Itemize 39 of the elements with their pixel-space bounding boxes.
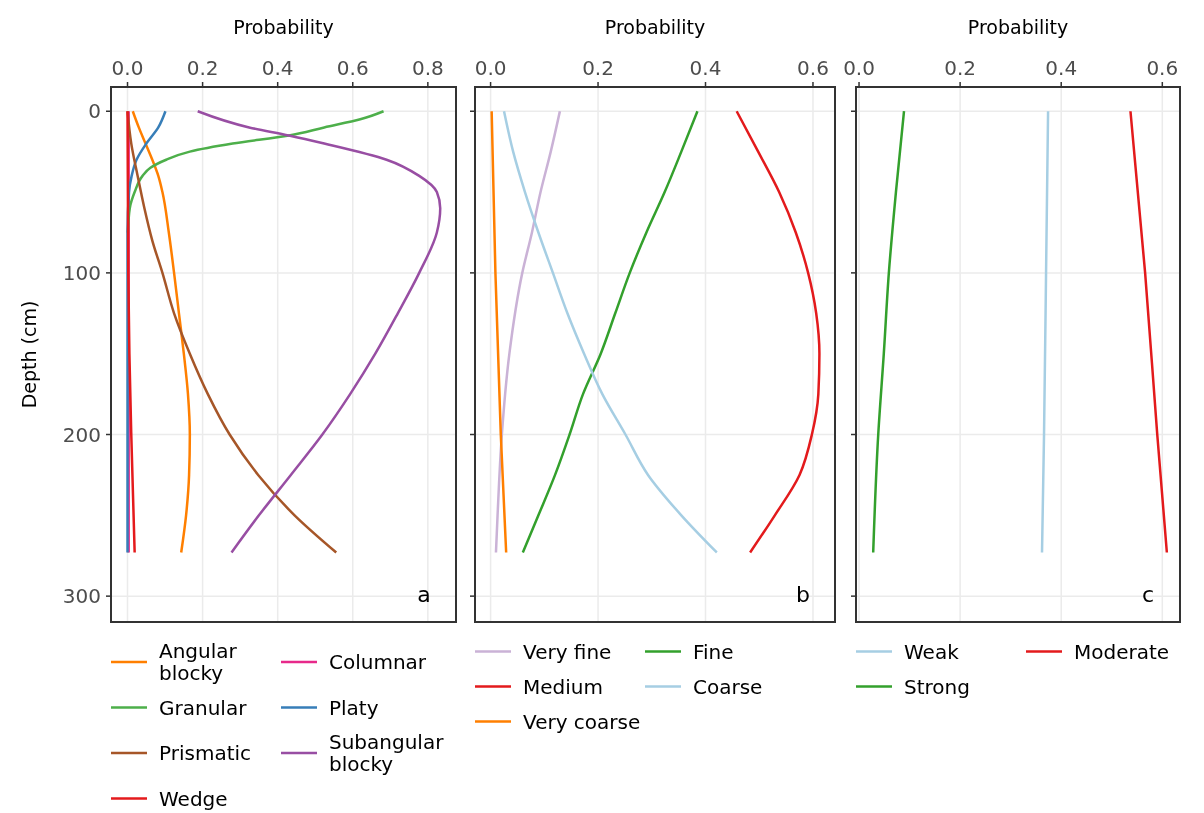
- legend-label: Medium: [523, 674, 603, 699]
- y-tick-label: 300: [62, 584, 101, 609]
- x-axis-title: Probability: [233, 16, 334, 38]
- x-tick-label: 0.2: [944, 56, 977, 80]
- legend-label: Coarse: [693, 674, 763, 699]
- legend-label: Strong: [904, 674, 970, 699]
- x-tick-label: 0.6: [1146, 56, 1179, 80]
- annotation: a: [417, 582, 431, 607]
- legend-label: Granular: [159, 695, 248, 720]
- legend-label: Fine: [693, 639, 734, 664]
- x-tick-label: 0.4: [689, 56, 722, 80]
- legend-label: Weak: [904, 639, 960, 664]
- legend-label: Wedge: [159, 786, 228, 811]
- x-axis-title: Probability: [604, 16, 706, 38]
- legend-label: Angular blocky: [159, 639, 238, 685]
- y-axis-title: Depth (cm): [18, 300, 40, 409]
- x-tick-label: 0.0: [474, 56, 507, 80]
- x-axis-title: Probability: [967, 16, 1069, 38]
- legend-label: Moderate: [1074, 639, 1170, 664]
- x-tick-label: 0.4: [1045, 56, 1078, 80]
- x-tick-label: 0.0: [843, 56, 875, 80]
- y-tick-label: 200: [62, 422, 101, 447]
- annotation: b: [796, 582, 810, 607]
- x-tick-label: 0.6: [336, 56, 369, 80]
- legend-label: Prismatic: [159, 741, 252, 765]
- legend-label: Subangular blocky: [329, 730, 445, 776]
- legend-label: Columnar: [329, 650, 427, 674]
- annotation: c: [1141, 582, 1155, 607]
- x-tick-label: 0.8: [411, 56, 444, 80]
- x-tick-label: 0.2: [582, 56, 614, 80]
- legend-label: Very coarse: [523, 709, 641, 734]
- legend-label: Platy: [329, 695, 379, 720]
- x-tick-label: 0.6: [797, 56, 829, 80]
- x-tick-label: 0.0: [111, 56, 144, 80]
- legend-label: Very fine: [523, 639, 612, 664]
- y-tick-label: 100: [62, 260, 101, 285]
- x-tick-label: 0.4: [261, 56, 294, 80]
- y-tick-label: 0: [88, 99, 101, 124]
- x-tick-label: 0.2: [186, 56, 219, 80]
